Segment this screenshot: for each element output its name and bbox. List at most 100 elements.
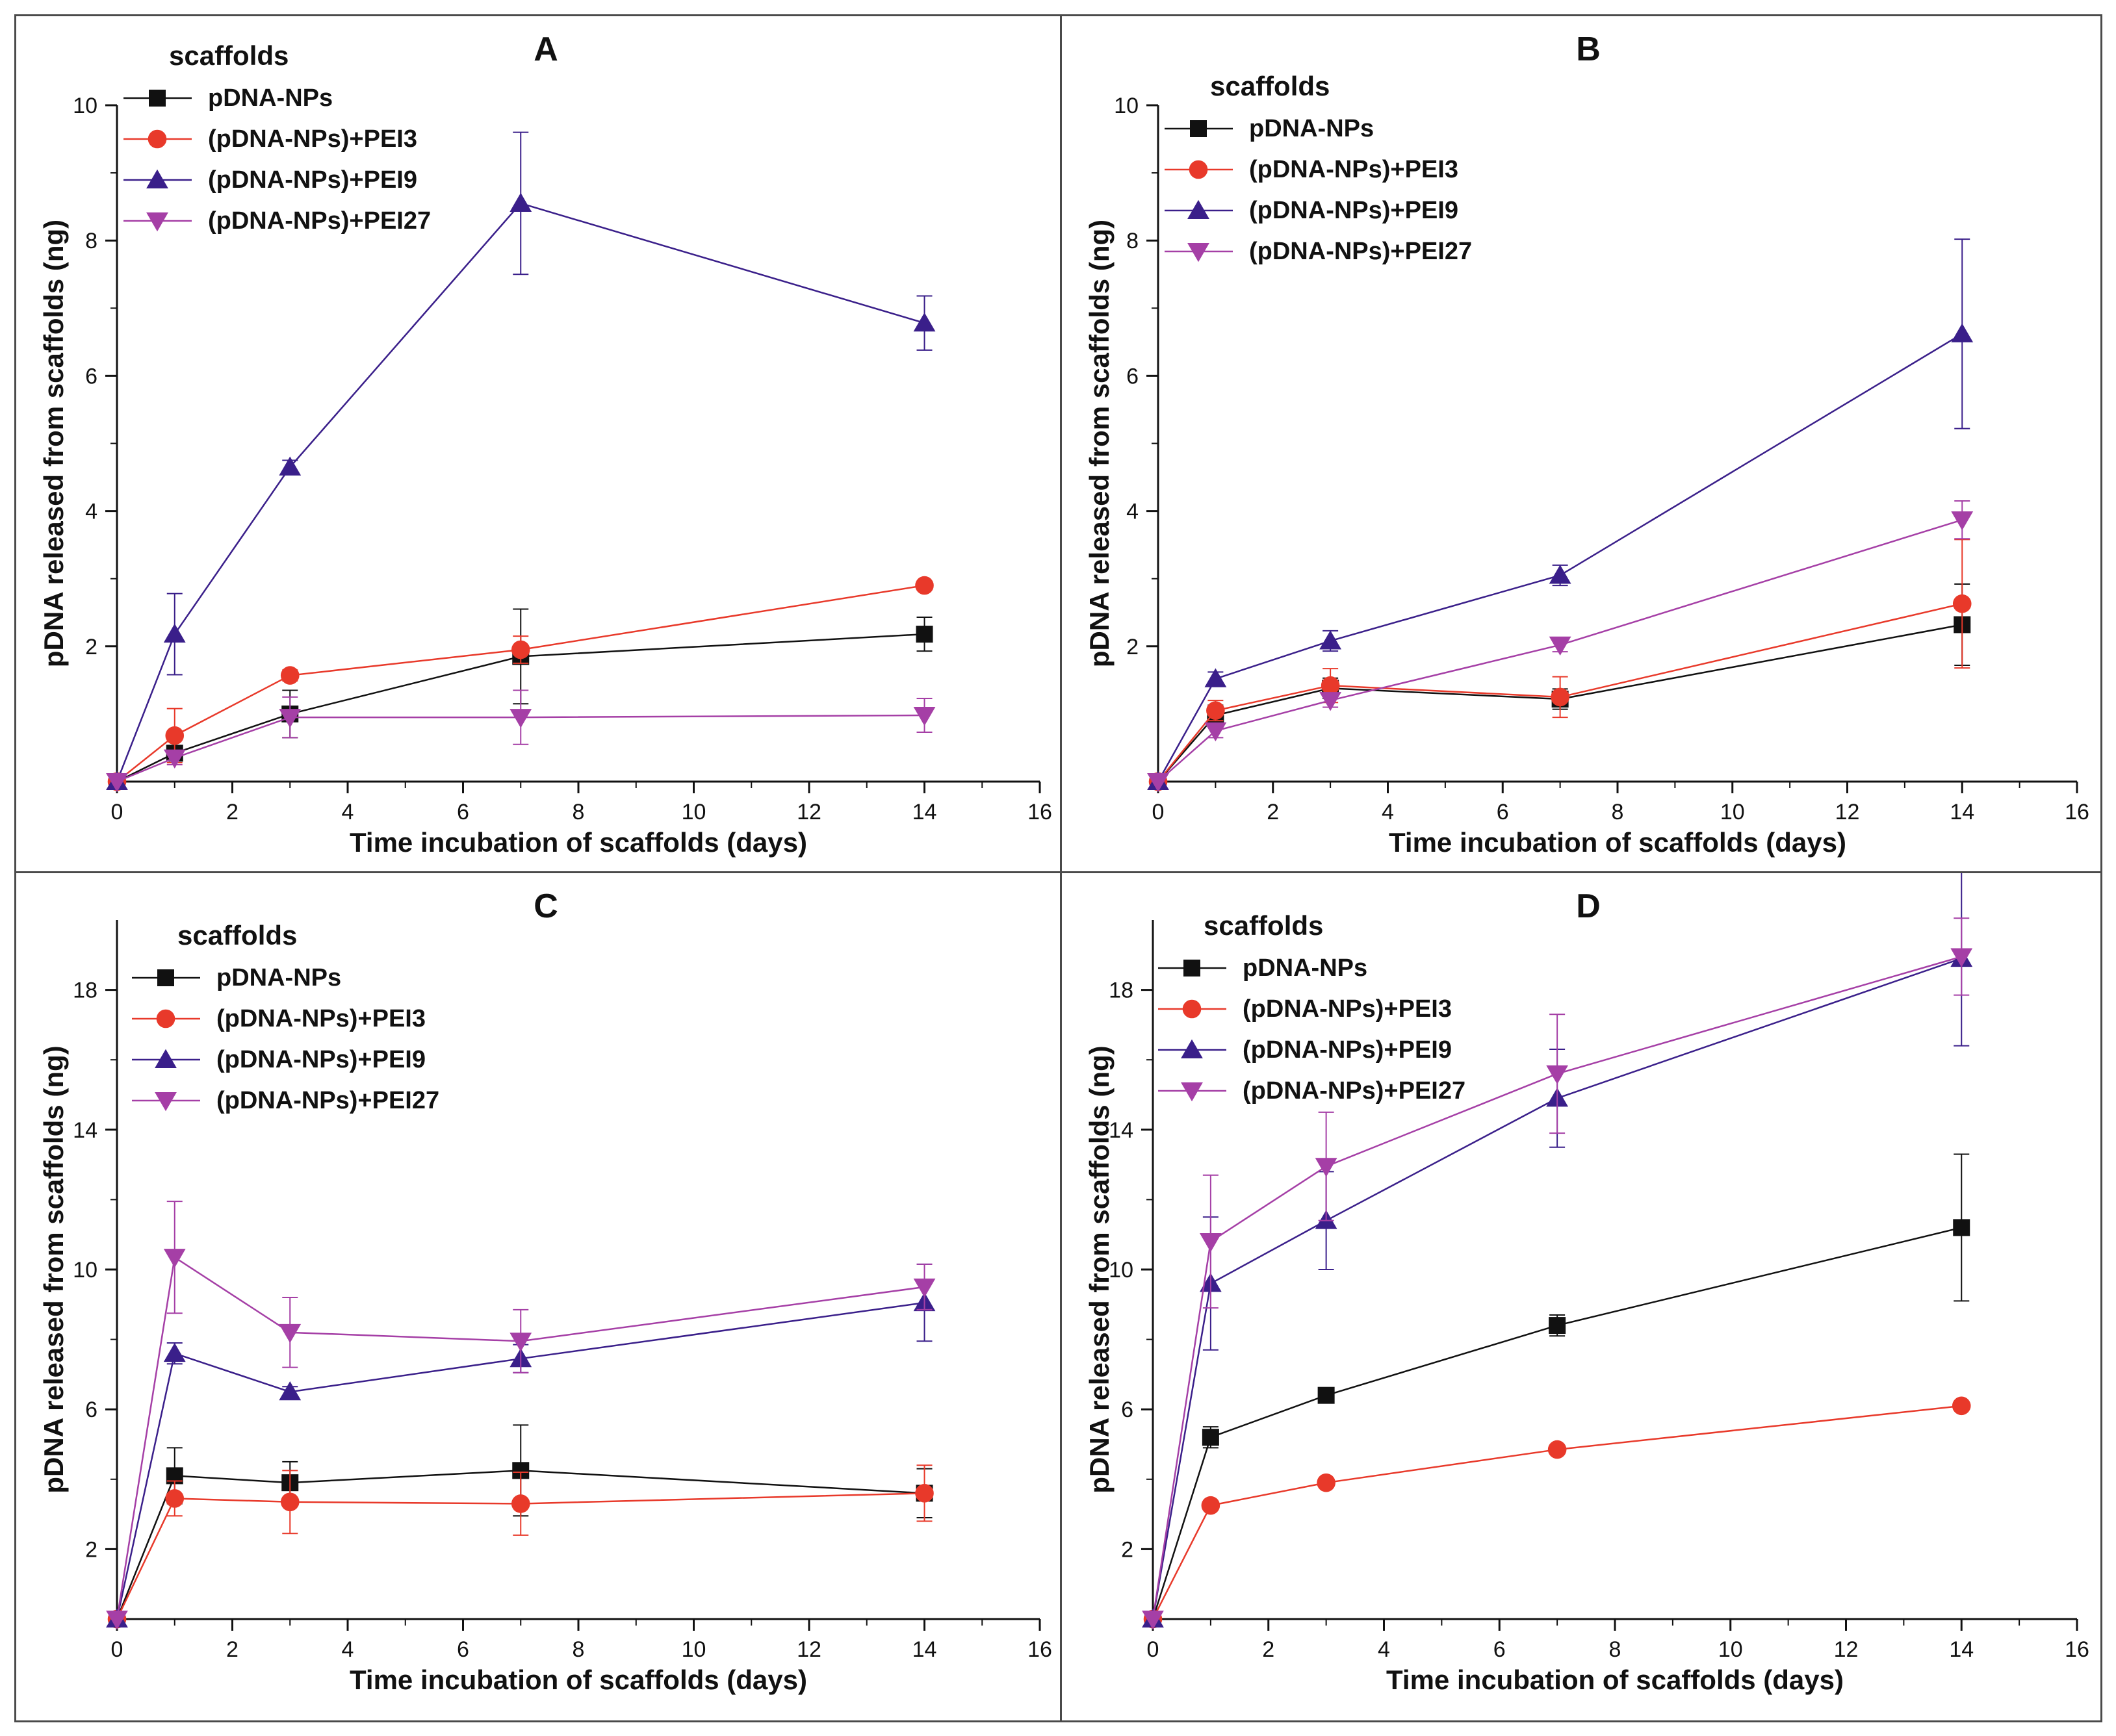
data-point — [1547, 1440, 1567, 1459]
legend-entry: (pDNA-NPs)+PEI27 — [1249, 238, 1472, 265]
legend: scaffolds pDNA-NPs (pDNA-NPs)+PEI3 (pDNA-NP… — [1165, 71, 1472, 265]
data-point — [1551, 687, 1569, 707]
x-tick-label: 10 — [682, 1637, 706, 1662]
data-point — [163, 1249, 186, 1268]
panel-a: A 0 2 4 6 8 10 12 14 16 2 4 6 8 10 Time incubation of s… — [14, 14, 1062, 873]
data-point — [510, 1333, 532, 1352]
data-point — [1950, 948, 1973, 967]
legend-entry: pDNA-NPs — [208, 84, 333, 112]
legend-entry: (pDNA-NPs)+PEI9 — [1243, 1036, 1452, 1064]
legend-entry: (pDNA-NPs)+PEI9 — [208, 166, 417, 194]
chart-c: C 0 2 4 6 8 10 12 14 16 2 6 10 14 18 Time incubation of… — [38, 887, 1052, 1695]
data-point — [163, 623, 186, 643]
series-0 — [1144, 1153, 1970, 1628]
data-point — [279, 1381, 302, 1401]
x-tick-label: 8 — [573, 1637, 585, 1662]
data-point — [1549, 1317, 1566, 1334]
legend-marker — [1181, 1039, 1203, 1058]
data-point — [165, 1489, 185, 1508]
y-tick-label: 6 — [85, 1398, 97, 1422]
y-tick-label: 2 — [1126, 635, 1139, 659]
series-2 — [1142, 873, 1973, 1628]
series-1 — [1143, 1396, 1971, 1629]
y-tick-label: 4 — [85, 500, 97, 524]
x-axis-title: Time incubation of scaffolds (days) — [1389, 827, 1846, 858]
panel-label: D — [1576, 887, 1601, 925]
panel-d: D 0 2 4 6 8 10 12 14 16 2 6 10 14 18 Time incubation of… — [1060, 871, 2102, 1722]
legend-entry: (pDNA-NPs)+PEI3 — [208, 125, 417, 153]
x-tick-label: 8 — [1609, 1637, 1621, 1662]
legend-entry: (pDNA-NPs)+PEI9 — [1249, 197, 1458, 224]
x-tick-label: 6 — [1497, 800, 1509, 824]
series-3 — [1147, 500, 1974, 793]
data-point — [1317, 1473, 1335, 1492]
y-tick-label: 10 — [1114, 94, 1139, 118]
y-axis-title: pDNA released from scaffolds (ng) — [1084, 220, 1115, 667]
data-point — [1952, 594, 1972, 613]
data-point — [1549, 565, 1571, 584]
data-point — [165, 726, 185, 745]
x-tick-label: 2 — [1267, 800, 1279, 824]
y-tick-label: 8 — [1126, 229, 1139, 253]
y-tick-label: 2 — [85, 1537, 97, 1562]
x-tick-label: 12 — [797, 800, 821, 824]
chart-a: A 0 2 4 6 8 10 12 14 16 2 4 6 8 10 Time incubation of s… — [38, 31, 1052, 858]
data-point — [1147, 773, 1169, 793]
x-tick-label: 10 — [1718, 1637, 1743, 1662]
data-point — [1549, 636, 1571, 656]
legend-title: scaffolds — [1210, 71, 1330, 101]
data-point — [1951, 511, 1974, 531]
legend-marker — [157, 969, 174, 986]
x-tick-label: 16 — [2065, 800, 2089, 824]
x-tick-label: 14 — [912, 800, 937, 824]
data-point — [511, 640, 530, 659]
data-point — [106, 773, 128, 793]
x-tick-label: 4 — [1378, 1637, 1390, 1662]
x-tick-label: 8 — [573, 800, 585, 824]
legend-marker — [149, 90, 166, 107]
data-point — [280, 666, 300, 685]
axes: 0 2 4 6 8 10 12 14 16 2 4 6 8 10 — [73, 94, 1052, 824]
x-tick-label: 14 — [1949, 1637, 1974, 1662]
x-tick-label: 0 — [1147, 1637, 1159, 1662]
data-point — [510, 709, 532, 728]
data-point — [1546, 1065, 1569, 1084]
x-tick-label: 2 — [226, 800, 239, 824]
legend-marker — [146, 169, 168, 188]
legend-title: scaffolds — [177, 920, 297, 951]
x-tick-label: 8 — [1612, 800, 1624, 824]
data-point — [280, 1492, 300, 1512]
data-point — [1201, 1496, 1220, 1515]
x-tick-label: 14 — [1950, 800, 1974, 824]
x-tick-label: 6 — [1493, 1637, 1506, 1662]
y-tick-label: 2 — [85, 635, 97, 659]
data-point — [1319, 692, 1342, 711]
x-tick-label: 0 — [111, 800, 123, 824]
series-3 — [106, 1201, 936, 1630]
data-point — [1204, 668, 1227, 687]
y-tick-label: 14 — [73, 1118, 97, 1143]
data-point — [510, 192, 532, 212]
y-tick-label: 2 — [1121, 1537, 1133, 1562]
x-tick-label: 14 — [912, 1637, 937, 1662]
y-tick-label: 10 — [73, 94, 97, 118]
legend-entry: (pDNA-NPs)+PEI9 — [216, 1046, 426, 1073]
legend-marker — [146, 212, 168, 232]
series-2 — [106, 131, 936, 790]
x-tick-label: 4 — [342, 800, 354, 824]
data-point — [163, 749, 186, 769]
legend-entry: (pDNA-NPs)+PEI3 — [216, 1005, 426, 1032]
data-point — [1202, 1429, 1219, 1446]
x-tick-label: 4 — [1382, 800, 1394, 824]
data-point — [511, 1494, 530, 1513]
x-axis-title: Time incubation of scaffolds (days) — [350, 827, 807, 858]
series-line — [1152, 1405, 1962, 1620]
data-point — [913, 1278, 936, 1298]
data-point — [279, 1323, 302, 1344]
data-point — [1199, 1232, 1222, 1253]
chart-b: B 0 2 4 6 8 10 12 14 16 2 4 6 8 10 Time incubation of s… — [1084, 31, 2089, 858]
legend-marker — [156, 1009, 175, 1028]
data-point — [1319, 630, 1342, 650]
data-point — [279, 456, 302, 476]
